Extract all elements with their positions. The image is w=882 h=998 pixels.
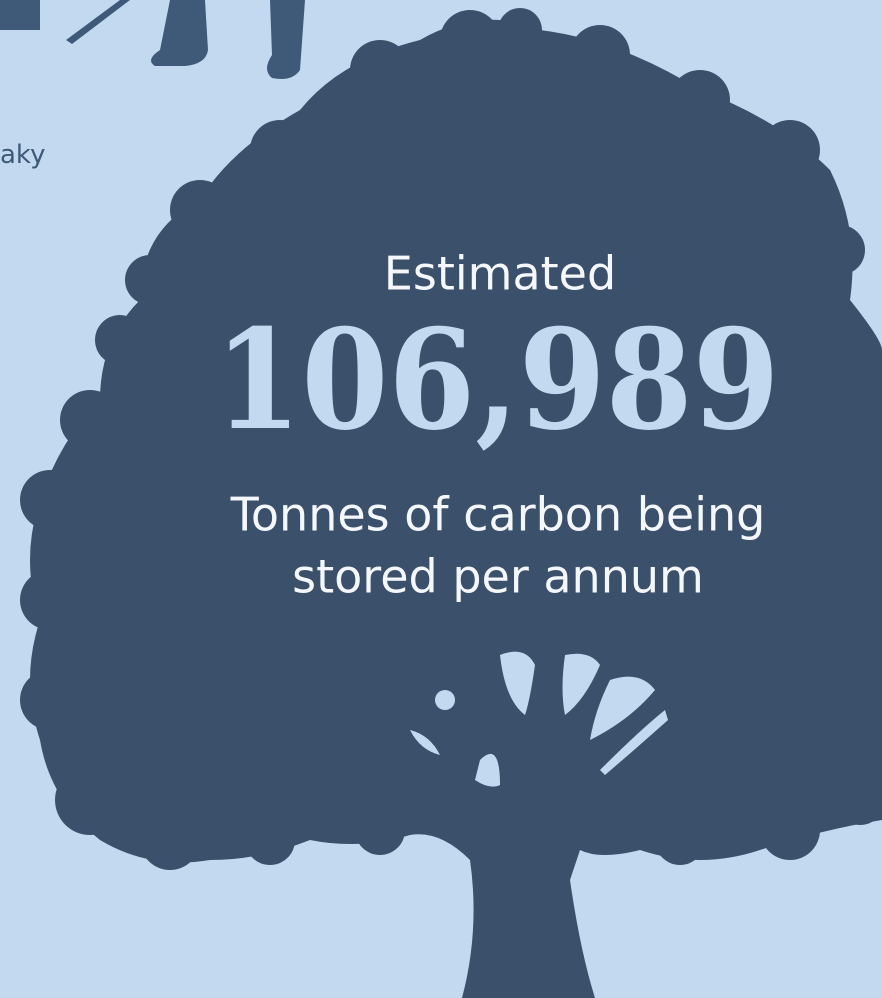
page: {"side_caption": "aky", "stat": {"prefix…: [0, 0, 882, 998]
stat-number: 106,989: [215, 298, 780, 461]
side-caption: aky: [0, 140, 45, 170]
stat-caption: stored per annum: [292, 550, 704, 604]
stat-prefix: Estimated: [384, 247, 616, 301]
stat-caption: Tonnes of carbon being: [230, 488, 766, 542]
infographic: aky Estimated 106,989 Tonnes of carbon b…: [0, 0, 882, 998]
